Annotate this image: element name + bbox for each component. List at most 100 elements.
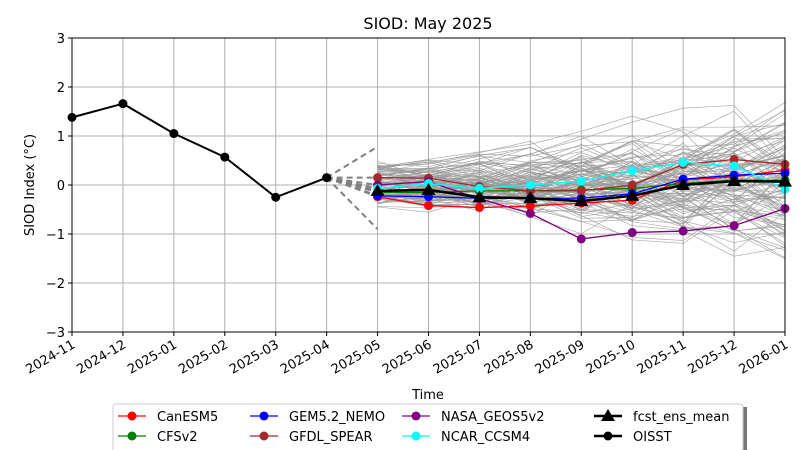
- ensemble-member-line: [377, 162, 786, 195]
- ensemble-member-line: [377, 137, 786, 193]
- x-tick-label: 2025-06: [380, 337, 435, 377]
- legend-item: fcst_ens_mean: [594, 409, 729, 425]
- data-point: [421, 182, 436, 195]
- legend-item: CanESM5: [118, 410, 218, 425]
- legend-label: fcst_ens_mean: [633, 410, 729, 425]
- x-tick-label: 2026-01: [736, 337, 791, 377]
- data-point: [523, 191, 538, 204]
- ensemble-member-line: [377, 115, 786, 215]
- data-point: [373, 173, 383, 183]
- data-point: [627, 180, 637, 190]
- legend-label: OISST: [633, 430, 672, 445]
- y-tick-label: 0: [57, 179, 65, 194]
- data-point: [729, 155, 739, 165]
- x-tick-label: 2025-10: [584, 337, 639, 377]
- ensemble-member-line: [377, 147, 786, 219]
- legend-item: GEM5.2_NEMO: [250, 410, 385, 425]
- data-point: [220, 152, 230, 162]
- forecast-connectors: [325, 145, 379, 230]
- y-tick-label: 2: [57, 81, 65, 96]
- data-point: [729, 221, 739, 231]
- x-axis: 2024-112024-122025-012025-022025-032025-…: [23, 332, 791, 378]
- ensemble-member-line: [377, 155, 786, 206]
- legend: CanESM5 CFSv2 GEM5.2_NEMO GFDL_SPEAR NASA_GE…: [112, 403, 747, 450]
- legend-marker: [601, 409, 615, 421]
- data-point: [424, 201, 433, 211]
- legend-marker: [603, 431, 613, 441]
- data-point: [576, 176, 586, 186]
- ensemble-member-line: [377, 163, 786, 220]
- forecast-connector: [326, 176, 378, 186]
- series-ncar-ccsm4: [373, 157, 790, 194]
- legend-label: NCAR_CCSM4: [441, 430, 530, 445]
- data-point: [627, 228, 637, 238]
- data-point: [678, 226, 688, 236]
- data-point: [322, 173, 332, 183]
- x-tick-label: 2024-12: [74, 337, 129, 377]
- legend-label: NASA_GEOS5v2: [441, 410, 545, 425]
- data-point: [676, 178, 691, 190]
- legend-marker: [411, 431, 421, 441]
- forecast-connector: [326, 145, 379, 179]
- y-tick-label: −3: [46, 326, 65, 341]
- x-tick-label: 2025-01: [125, 337, 180, 377]
- y-tick-label: −1: [46, 228, 65, 243]
- legend-item: OISST: [594, 430, 672, 445]
- legend-marker: [259, 431, 269, 441]
- data-point: [576, 186, 586, 196]
- data-point: [576, 234, 586, 244]
- legend-marker: [127, 431, 137, 441]
- legend-label: CanESM5: [157, 410, 218, 425]
- forecast-connector: [325, 176, 379, 230]
- chart-title: SIOD: May 2025: [363, 14, 492, 33]
- data-point: [727, 174, 742, 187]
- legend-item: NASA_GEOS5v2: [402, 410, 545, 425]
- data-point: [574, 194, 589, 207]
- forecast-connector: [326, 176, 378, 192]
- forecast-connector: [326, 176, 378, 197]
- legend-item: GFDL_SPEAR: [250, 430, 373, 445]
- data-point: [370, 183, 385, 196]
- legend-label: GEM5.2_NEMO: [289, 410, 385, 425]
- data-point: [118, 99, 128, 109]
- data-point: [525, 201, 535, 211]
- y-tick-label: 3: [57, 32, 65, 47]
- legend-marker: [259, 411, 269, 421]
- legend-item: NCAR_CCSM4: [402, 430, 530, 445]
- legend-item: CFSv2: [118, 430, 198, 445]
- y-tick-label: −2: [46, 277, 65, 292]
- data-point: [678, 157, 688, 167]
- y-axis-label: SIOD Index (°C): [23, 134, 38, 236]
- ensemble-member-line: [377, 113, 786, 169]
- ensemble-member-line: [377, 135, 786, 216]
- series-fcst-ens-mean: [370, 174, 792, 207]
- forecast-connector: [326, 176, 378, 194]
- series-oisst: [67, 99, 332, 202]
- data-point: [625, 188, 640, 201]
- data-point: [474, 183, 484, 193]
- legend-marker: [411, 411, 421, 421]
- data-point: [627, 166, 637, 176]
- ensemble-member-line: [377, 105, 786, 178]
- x-tick-label: 2025-11: [635, 337, 690, 377]
- legend-label: CFSv2: [157, 430, 198, 445]
- x-tick-label: 2025-05: [329, 337, 384, 377]
- data-point: [525, 180, 535, 190]
- x-tick-label: 2025-12: [686, 337, 741, 377]
- x-axis-label: Time: [411, 388, 444, 403]
- data-point: [271, 192, 281, 202]
- x-tick-label: 2025-08: [482, 337, 537, 377]
- ensemble-member-line: [377, 142, 786, 203]
- x-tick-label: 2025-09: [533, 337, 588, 377]
- data-point: [729, 161, 739, 171]
- x-tick-label: 2025-04: [278, 337, 333, 377]
- data-point: [472, 190, 487, 203]
- x-tick-label: 2025-07: [431, 337, 486, 377]
- series-line: [71, 102, 328, 199]
- y-tick-label: 1: [57, 130, 65, 145]
- ensemble-member-line: [377, 147, 786, 204]
- x-tick-label: 2024-11: [23, 337, 78, 377]
- x-tick-label: 2025-03: [227, 337, 282, 377]
- legend-marker: [127, 411, 137, 421]
